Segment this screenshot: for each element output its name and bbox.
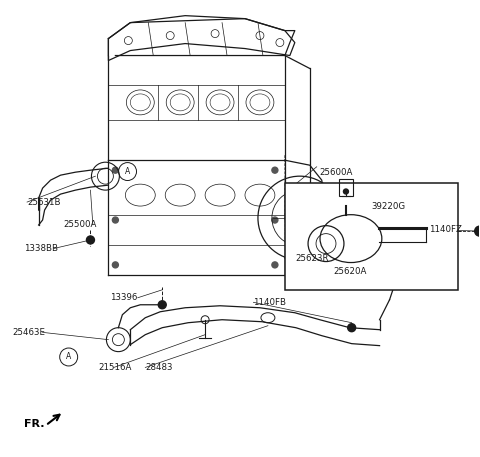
Circle shape xyxy=(344,189,348,194)
Text: 13396: 13396 xyxy=(110,293,137,302)
Circle shape xyxy=(272,217,278,223)
Text: 1338BB: 1338BB xyxy=(24,244,58,253)
Text: 25631B: 25631B xyxy=(27,197,60,207)
Text: 25620A: 25620A xyxy=(333,267,367,276)
Text: 28483: 28483 xyxy=(145,363,173,372)
Circle shape xyxy=(475,226,480,236)
Text: A: A xyxy=(66,352,72,361)
Text: 21516A: 21516A xyxy=(99,363,132,372)
Bar xyxy=(339,179,353,197)
Text: 1140FB: 1140FB xyxy=(253,298,287,307)
Circle shape xyxy=(112,262,119,268)
Text: A: A xyxy=(125,167,130,176)
Text: 25623R: 25623R xyxy=(295,254,328,263)
Circle shape xyxy=(86,236,95,244)
Text: FR.: FR. xyxy=(24,419,44,429)
Circle shape xyxy=(158,301,166,309)
Text: 25600A: 25600A xyxy=(319,169,352,177)
Circle shape xyxy=(272,262,278,268)
Circle shape xyxy=(348,324,356,332)
Bar xyxy=(286,183,458,290)
Text: 1140FZ: 1140FZ xyxy=(429,225,462,234)
Text: 25500A: 25500A xyxy=(63,220,96,229)
Text: 39220G: 39220G xyxy=(372,202,406,211)
Circle shape xyxy=(112,167,119,173)
Circle shape xyxy=(272,167,278,173)
Text: 25463E: 25463E xyxy=(12,328,46,337)
Circle shape xyxy=(112,217,119,223)
